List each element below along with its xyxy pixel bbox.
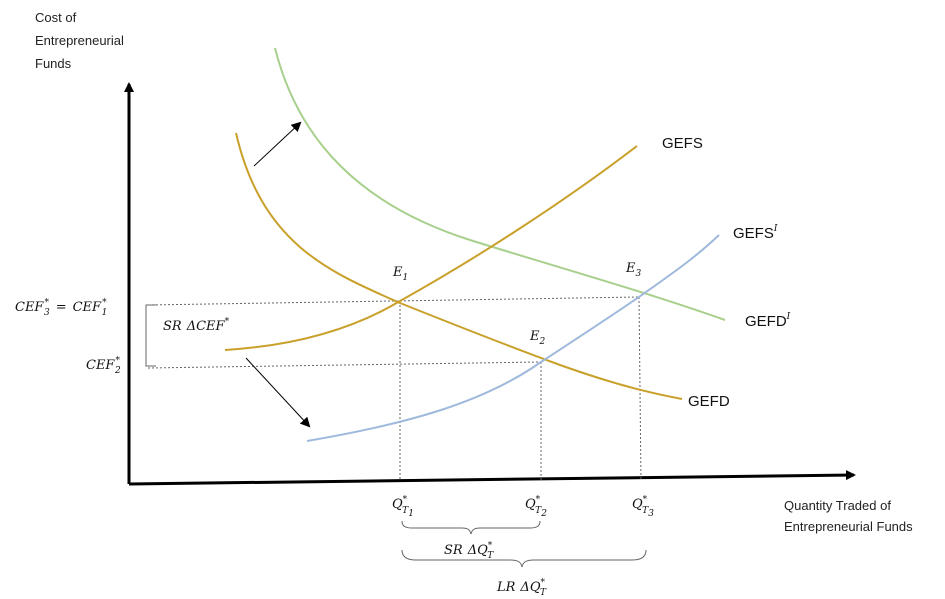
gefd-label: GEFD xyxy=(688,393,730,410)
gefd-shift-label: GEFDI xyxy=(745,312,791,330)
e2-label: E2 xyxy=(529,329,546,347)
gefs-curve xyxy=(224,145,638,351)
sr-delta-cef-label: SR ΔCEF* xyxy=(163,317,230,334)
supply-shift-arrow xyxy=(245,357,311,428)
gefs-shift-label: GEFSI xyxy=(733,224,778,242)
cef2-label: CEF* 2 xyxy=(86,356,121,376)
q3-label: Q* T3 xyxy=(632,495,654,519)
gefd-shift-curve xyxy=(274,47,726,321)
gefs-label: GEFS xyxy=(662,135,703,152)
gefs-shift-curve xyxy=(306,234,720,442)
gefd-curve xyxy=(235,132,683,400)
demand-shift-arrow xyxy=(253,121,302,167)
cef3-equals-cef1-label: CEF* 3 = CEF* 1 xyxy=(15,298,107,318)
q2-label: Q* T2 xyxy=(525,495,547,519)
sr-delta-q-label: SR ΔQ* T xyxy=(444,541,494,561)
x-axis-title: Quantity Traded of Entrepreneurial Funds xyxy=(784,498,913,534)
y-axis-title: Cost of Entrepreneurial Funds xyxy=(35,10,128,71)
sr-delta-q-brace xyxy=(401,520,541,535)
sr-delta-cef-brace xyxy=(145,304,156,367)
lr-delta-q-brace xyxy=(401,549,647,568)
lr-delta-q-label: LR ΔQ* T xyxy=(496,578,547,598)
e1-label: E1 xyxy=(392,265,408,283)
x-axis xyxy=(128,470,856,486)
cef1-guide xyxy=(147,296,639,306)
e3-label: E3 xyxy=(625,261,642,279)
cef2-guide xyxy=(147,361,541,369)
q1-label: Q* T1 xyxy=(392,495,414,519)
